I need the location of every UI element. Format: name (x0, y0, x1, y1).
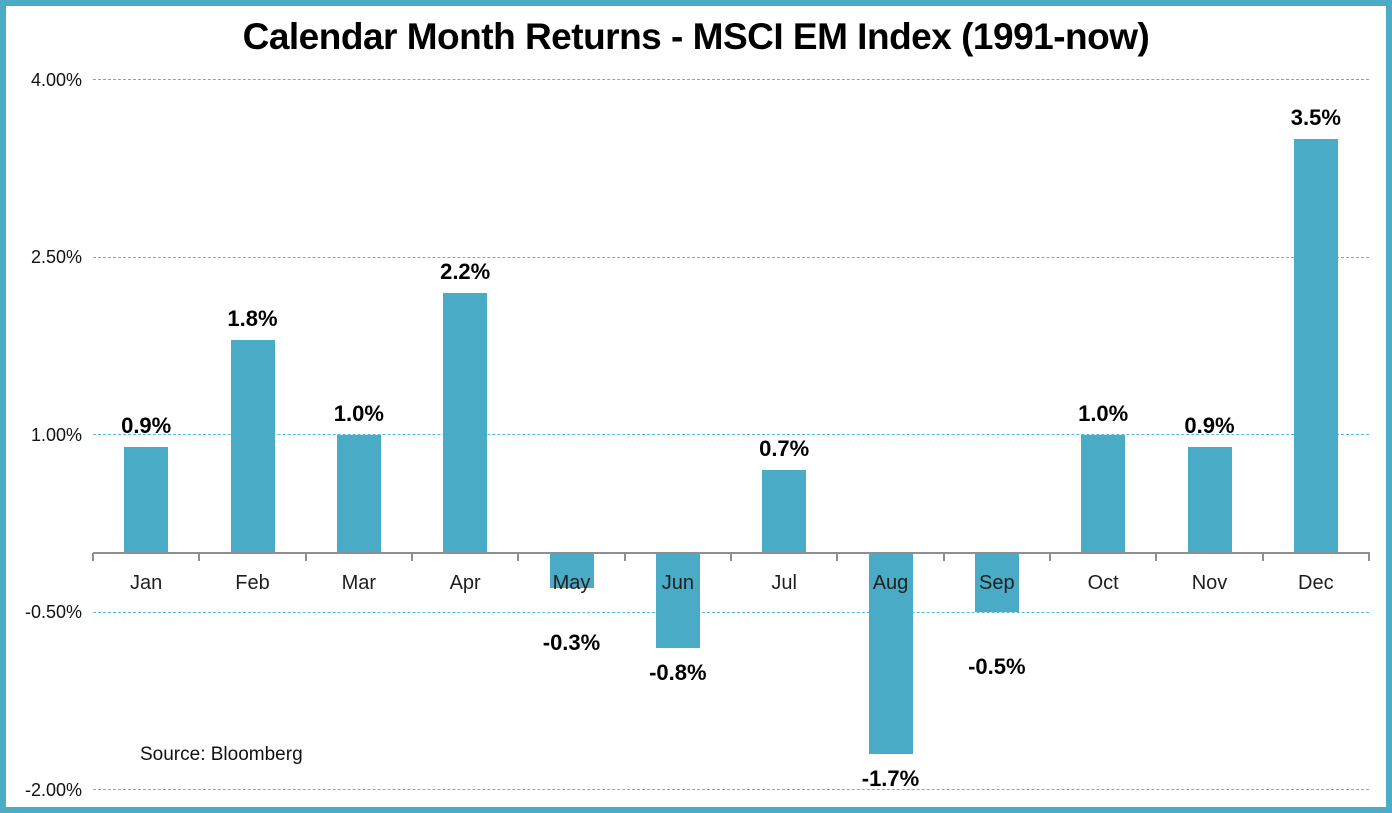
month-label-nov: Nov (1191, 572, 1228, 594)
x-axis-tick (304, 553, 307, 561)
bar-may (549, 553, 594, 589)
data-label-oct: 1.0% (1078, 400, 1129, 426)
data-label-mar: 1.0% (333, 400, 384, 426)
month-label-feb: Feb (235, 572, 270, 594)
gridline (93, 611, 1369, 613)
x-axis-tick (1368, 553, 1370, 561)
gridline (93, 789, 1369, 791)
month-label-jul: Jul (771, 572, 797, 594)
data-label-aug: -1.7% (861, 766, 920, 792)
x-axis-tick (411, 553, 413, 561)
y-axis-label: 4.00% (30, 69, 82, 90)
bar-feb (230, 340, 275, 553)
month-label-jan: Jan (130, 572, 163, 594)
month-label-aug: Aug (872, 572, 909, 594)
x-axis-tick (92, 553, 94, 561)
source-note: Source: Bloomberg (140, 744, 303, 765)
month-label-mar: Mar (341, 572, 377, 594)
x-axis-tick (730, 553, 732, 561)
month-label-apr: Apr (449, 572, 481, 594)
bar-aug (868, 553, 913, 755)
month-label-dec: Dec (1298, 572, 1334, 594)
bar-sep (974, 553, 1019, 613)
bar-nov (1187, 446, 1232, 553)
gridline (93, 256, 1369, 258)
data-label-may: -0.3% (542, 630, 601, 656)
bar-dec (1293, 138, 1338, 553)
data-label-jul: 0.7% (759, 436, 810, 462)
data-label-sep: -0.5% (968, 654, 1026, 680)
y-axis-label: 1.00% (30, 424, 82, 445)
data-label-apr: 2.2% (440, 258, 491, 284)
bar-mar (336, 434, 381, 553)
x-axis-tick (1049, 553, 1051, 561)
y-axis-label: -0.50% (24, 602, 82, 623)
x-axis-tick (623, 553, 626, 561)
data-label-jan: 0.9% (121, 412, 172, 438)
gridline (93, 79, 1369, 81)
month-label-may: May (552, 572, 591, 594)
x-axis-tick (836, 553, 839, 561)
gridline (93, 434, 1369, 436)
month-label-oct: Oct (1087, 572, 1119, 594)
x-axis-tick (1261, 553, 1264, 561)
bar-jul (762, 470, 807, 553)
y-axis-label: 2.50% (30, 247, 82, 268)
data-label-jun: -0.8% (649, 659, 707, 685)
y-axis-label: -2.00% (24, 779, 82, 800)
month-label-jun: Jun (661, 572, 694, 594)
x-axis-tick (198, 553, 201, 561)
x-axis-tick (517, 553, 520, 561)
bar-oct (1081, 434, 1126, 553)
chart-title: Calendar Month Returns - MSCI EM Index (… (242, 16, 1150, 57)
data-label-nov: 0.9% (1184, 412, 1235, 438)
data-label-dec: 3.5% (1290, 104, 1341, 130)
data-label-feb: 1.8% (227, 306, 278, 331)
bar-jun (655, 553, 700, 648)
bar-apr (443, 292, 488, 553)
bar-jan (124, 446, 169, 553)
month-label-sep: Sep (979, 572, 1015, 594)
x-axis-tick (942, 553, 945, 561)
x-axis-tick (1155, 553, 1158, 561)
